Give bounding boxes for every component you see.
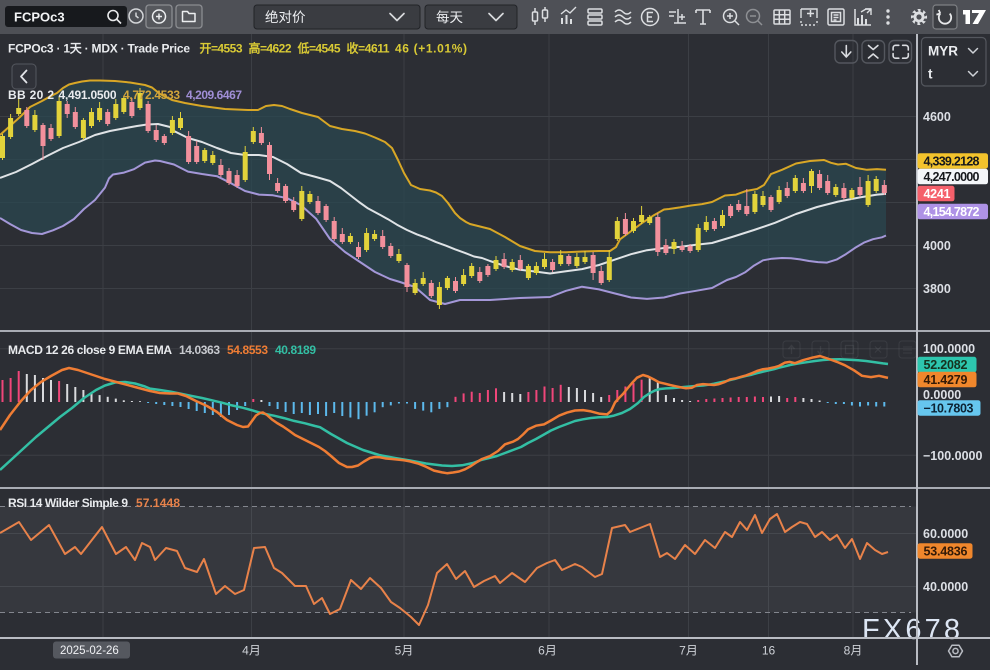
svg-text:RSI 14 Wilder Simple 9: RSI 14 Wilder Simple 9 — [8, 496, 128, 510]
svg-text:4,154.7872: 4,154.7872 — [924, 205, 980, 219]
svg-text:低=4545: 低=4545 — [297, 41, 341, 56]
svg-text:高=4622: 高=4622 — [249, 41, 292, 56]
svg-text:3800: 3800 — [923, 282, 951, 296]
svg-text:54.8553: 54.8553 — [227, 343, 268, 357]
svg-text:14.0363: 14.0363 — [179, 343, 220, 357]
svg-text:开=4553: 开=4553 — [200, 42, 243, 56]
svg-text:16: 16 — [762, 644, 776, 658]
svg-text:60.0000: 60.0000 — [923, 527, 968, 541]
svg-text:FX678: FX678 — [862, 614, 960, 646]
svg-text:0.0000: 0.0000 — [923, 388, 961, 402]
svg-text:8月: 8月 — [844, 644, 863, 658]
svg-text:4,247.0000: 4,247.0000 — [924, 170, 980, 184]
svg-text:4,491.0500: 4,491.0500 — [59, 88, 117, 102]
svg-text:收=4611: 收=4611 — [347, 41, 390, 56]
svg-text:4000: 4000 — [923, 239, 951, 253]
svg-text:57.1448: 57.1448 — [136, 496, 180, 510]
svg-text:4,772.4533: 4,772.4533 — [123, 88, 180, 102]
svg-text:41.4279: 41.4279 — [924, 373, 968, 387]
svg-text:−100.0000: −100.0000 — [923, 449, 982, 463]
svg-text:每天: 每天 — [436, 10, 463, 25]
svg-text:MACD 12 26 close 9 EMA EMA: MACD 12 26 close 9 EMA EMA — [8, 343, 172, 357]
svg-text:46 (+1.01%): 46 (+1.01%) — [395, 42, 467, 56]
svg-text:52.2082: 52.2082 — [924, 358, 968, 372]
svg-text:BB 20 2: BB 20 2 — [8, 88, 54, 102]
svg-text:FCPOc3 · 1天 · MDX · Trade Pric: FCPOc3 · 1天 · MDX · Trade Price — [8, 42, 190, 56]
svg-text:2025-02-26: 2025-02-26 — [60, 645, 119, 657]
svg-text:40.0000: 40.0000 — [923, 580, 968, 594]
svg-text:绝对价: 绝对价 — [265, 10, 306, 25]
svg-text:53.4836: 53.4836 — [924, 545, 968, 559]
svg-text:−10.7803: −10.7803 — [924, 402, 974, 416]
svg-text:100.0000: 100.0000 — [923, 342, 975, 356]
svg-text:MYR: MYR — [928, 44, 958, 59]
svg-text:FCPOc3: FCPOc3 — [14, 10, 65, 25]
svg-text:40.8189: 40.8189 — [275, 343, 316, 357]
svg-text:4,339.2128: 4,339.2128 — [924, 155, 980, 169]
svg-text:4,209.6467: 4,209.6467 — [186, 88, 242, 102]
svg-text:4241: 4241 — [924, 187, 951, 201]
svg-text:6月: 6月 — [538, 644, 557, 658]
svg-text:t: t — [928, 67, 933, 82]
svg-text:4600: 4600 — [923, 110, 951, 124]
svg-text:4月: 4月 — [242, 644, 261, 658]
svg-text:7月: 7月 — [679, 644, 698, 658]
svg-text:5月: 5月 — [395, 644, 414, 658]
